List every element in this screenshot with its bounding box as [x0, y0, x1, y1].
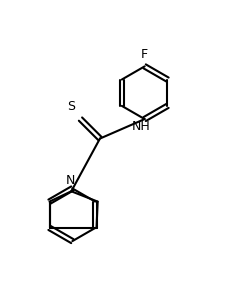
Text: S: S	[67, 100, 74, 113]
Text: F: F	[140, 48, 148, 60]
Text: NH: NH	[131, 120, 150, 133]
Text: N: N	[65, 174, 75, 187]
